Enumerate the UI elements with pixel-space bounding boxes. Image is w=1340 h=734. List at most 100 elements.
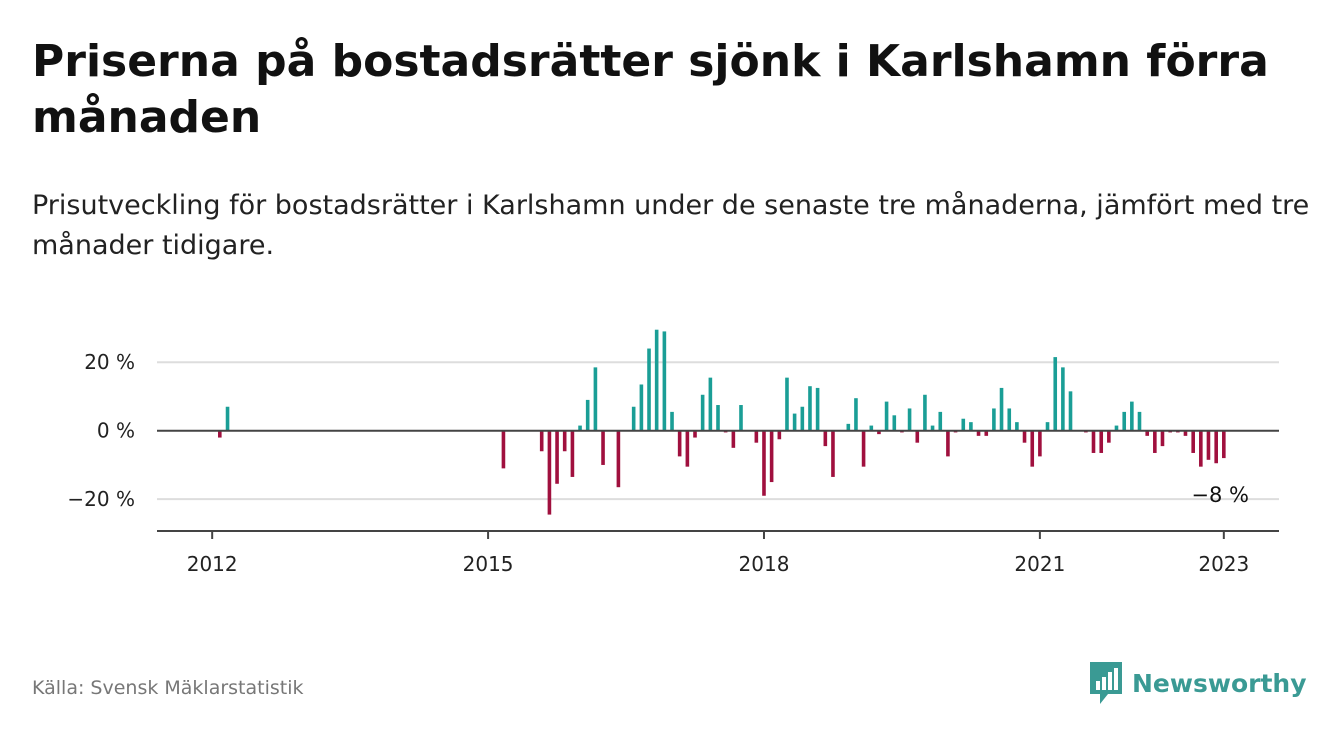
bar — [1160, 430, 1165, 447]
bar — [700, 394, 705, 431]
bar — [1137, 411, 1142, 431]
x-tick-label: 2015 — [463, 552, 514, 576]
bar — [808, 386, 812, 431]
bar — [225, 406, 230, 431]
bar — [578, 425, 582, 431]
bar — [562, 430, 567, 452]
bar — [961, 418, 966, 431]
bar — [984, 430, 989, 436]
bar — [762, 430, 766, 496]
bar — [777, 430, 782, 440]
bar — [739, 405, 743, 431]
bar — [1068, 391, 1073, 431]
bar — [1107, 430, 1111, 443]
source-note: Källa: Svensk Mäklarstatistik — [32, 677, 304, 699]
bar — [969, 422, 973, 431]
bar — [731, 430, 736, 448]
bar — [1030, 430, 1035, 467]
bar — [555, 430, 559, 484]
bar — [1222, 430, 1226, 459]
bar — [831, 430, 835, 477]
bar — [647, 348, 651, 431]
brand-name: Newsworthy — [1132, 668, 1307, 698]
bar — [992, 408, 996, 431]
bar — [1099, 430, 1104, 453]
bar — [792, 413, 797, 431]
bar — [1053, 357, 1058, 431]
bar — [693, 430, 697, 438]
bar — [1206, 430, 1211, 460]
bar — [593, 367, 598, 431]
x-tick-label: 2023 — [1198, 552, 1249, 576]
y-axis-ticks: 20 % 0 % −20 % — [67, 350, 135, 511]
bar — [769, 430, 774, 483]
bar — [907, 408, 912, 431]
bar — [570, 430, 575, 477]
bar — [1114, 425, 1119, 431]
bar — [1015, 422, 1019, 431]
bar — [823, 430, 828, 447]
bar — [1061, 367, 1065, 431]
last-value-label: −8 % — [1191, 483, 1249, 507]
brand-logo: Newsworthy — [1088, 660, 1307, 706]
bar — [1214, 430, 1218, 464]
x-tick-label: 2018 — [739, 552, 790, 576]
bar — [631, 406, 636, 431]
bar — [846, 423, 851, 431]
bar — [785, 377, 789, 431]
bar — [869, 425, 874, 431]
bar — [1091, 430, 1096, 453]
bar — [923, 394, 927, 431]
bar — [547, 430, 552, 515]
x-tick-label: 2012 — [187, 552, 238, 576]
y-tick-label: −20 % — [67, 487, 135, 511]
bar — [708, 377, 713, 431]
bar — [1130, 401, 1134, 431]
bar — [677, 430, 682, 457]
bar — [585, 399, 590, 431]
bar — [716, 405, 720, 431]
bar — [877, 430, 881, 435]
bar — [1022, 430, 1027, 443]
bar — [800, 406, 805, 431]
bar — [662, 331, 667, 431]
bar — [861, 430, 866, 467]
bar — [938, 411, 943, 431]
bar — [1191, 430, 1195, 453]
y-tick-label: 0 % — [97, 419, 135, 443]
bar — [670, 411, 674, 431]
bar — [892, 415, 897, 431]
bar — [616, 430, 621, 488]
y-tick-label: 20 % — [84, 350, 135, 374]
newsworthy-logo-icon — [1090, 662, 1122, 704]
bar — [685, 430, 690, 467]
bars — [218, 329, 1226, 515]
bar — [976, 430, 981, 436]
bar — [1045, 422, 1050, 431]
bar — [654, 329, 659, 431]
bar — [601, 430, 605, 465]
bar — [1153, 430, 1157, 453]
bar — [946, 430, 950, 457]
x-tick-label: 2021 — [1014, 552, 1065, 576]
bar — [501, 430, 506, 469]
bar — [884, 401, 889, 431]
bar — [1145, 430, 1150, 436]
bar — [854, 398, 858, 431]
bar-chart: 20 % 0 % −20 % 2012 2015 2018 2021 2023 −8 % — [67, 329, 1279, 576]
gridlines — [157, 361, 1279, 501]
bar — [1007, 408, 1012, 431]
bar — [639, 384, 644, 431]
bar — [1038, 430, 1042, 457]
bar — [1199, 430, 1203, 467]
x-axis-ticks: 2012 2015 2018 2021 2023 — [187, 531, 1249, 576]
chart-title: Priserna på bostadsrätter sjönk i Karlsh… — [32, 36, 1269, 143]
bar — [815, 387, 820, 431]
bar — [930, 425, 935, 431]
bar — [1122, 411, 1127, 431]
chart-subtitle: Prisutveckling för bostadsrätter i Karls… — [32, 190, 1310, 261]
bar — [218, 430, 222, 438]
bar — [1183, 430, 1188, 436]
bar — [915, 430, 920, 443]
bar — [999, 387, 1004, 431]
